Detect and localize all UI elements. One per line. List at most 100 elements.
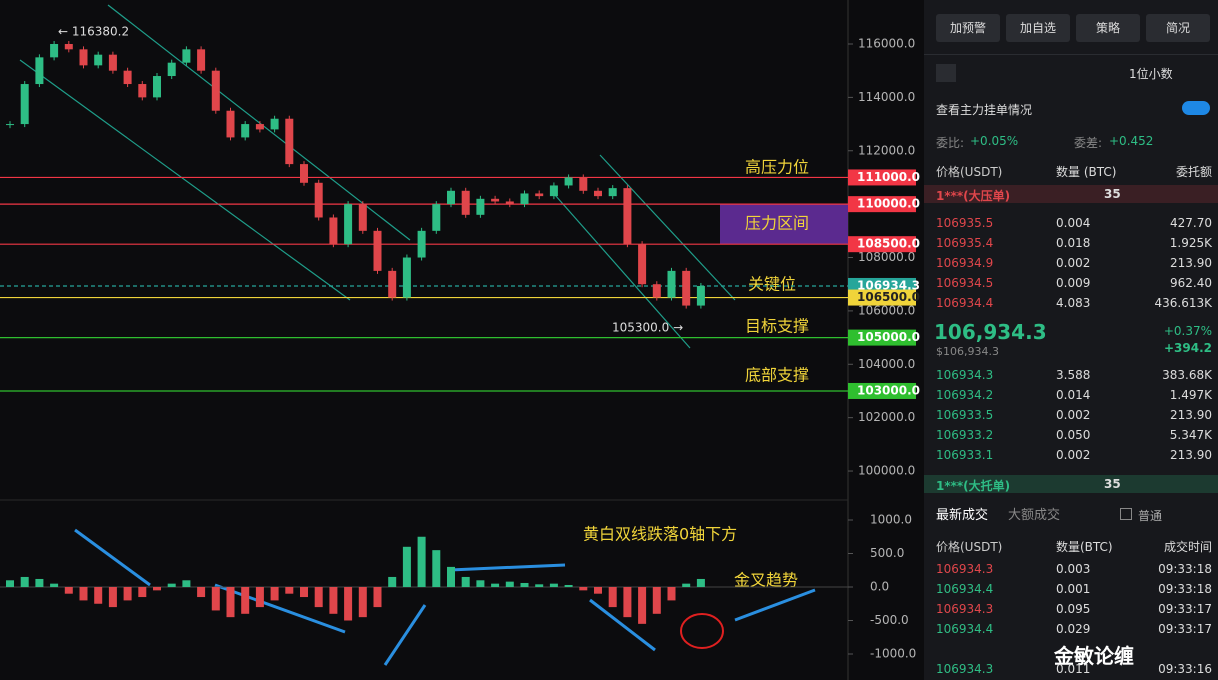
level-label: 111000.0 — [857, 170, 920, 184]
last-price: 106,934.3 — [934, 320, 1047, 344]
macd-bar — [6, 580, 14, 587]
macd-bar — [108, 587, 117, 608]
candle — [447, 190, 455, 205]
candle — [123, 70, 132, 85]
macd-bar — [491, 583, 500, 587]
trade-row: 0.095 — [1056, 602, 1091, 616]
candle — [182, 49, 191, 63]
candle — [6, 124, 14, 126]
toggle[interactable] — [1182, 101, 1210, 115]
macd-bar — [167, 583, 176, 587]
trade-row: 106934.4 — [936, 582, 994, 596]
decimals[interactable]: 1位小数 — [1129, 67, 1173, 81]
bid-row: 106934.3 — [936, 368, 994, 382]
candle — [388, 270, 397, 298]
annotation: 目标支撑 — [745, 317, 809, 336]
candle — [50, 44, 59, 58]
button[interactable]: 简况 — [1146, 14, 1210, 42]
book-header: 价格(USDT) — [936, 165, 1003, 179]
trade-row: 106934.4 — [936, 622, 994, 636]
level-label: 103000.0 — [857, 383, 920, 397]
macd-bar — [564, 584, 573, 587]
button[interactable]: 加预警 — [936, 14, 1000, 42]
macd-bar — [285, 587, 294, 594]
candle — [167, 62, 176, 77]
macd-bar — [623, 587, 632, 618]
macd-bar — [402, 546, 411, 587]
button[interactable]: 策略 — [1076, 14, 1140, 42]
macd-bar — [417, 536, 426, 587]
ratio-label: 委比: — [936, 136, 965, 150]
macd-bar — [182, 580, 191, 587]
macd-bar — [64, 587, 73, 594]
y-tick-label: 0.0 — [870, 580, 889, 594]
macd-bar — [197, 587, 206, 598]
candle — [314, 182, 323, 218]
macd-bar — [94, 587, 103, 604]
macd-bar — [79, 587, 88, 601]
annotation: 底部支撑 — [745, 366, 809, 385]
channels — [19, 4, 736, 349]
ask-row: 106934.4 — [936, 296, 994, 310]
candle — [226, 110, 235, 138]
y-tick-label: -500.0 — [870, 613, 909, 627]
big-bid-bar — [924, 475, 1218, 493]
ask-row: 0.002 — [1056, 256, 1091, 270]
candle — [623, 188, 632, 245]
y-tick-label: 1000.0 — [870, 513, 912, 527]
big-ask-qty: 35 — [1104, 187, 1121, 201]
bid-row: 106933.1 — [936, 448, 994, 462]
macd-bar — [682, 583, 691, 587]
ask-row: 106934.9 — [936, 256, 994, 270]
ask-row: 0.018 — [1056, 236, 1091, 250]
macd-bar — [549, 583, 558, 587]
change-pct: +0.37% — [1163, 324, 1212, 338]
candle — [211, 70, 220, 111]
bid-row: 213.90 — [1170, 408, 1212, 422]
trade-row: 106934.3 — [936, 602, 994, 616]
candle — [579, 177, 588, 191]
macd-bar — [696, 578, 705, 587]
candle — [608, 188, 617, 197]
tab[interactable]: 大额成交 — [1008, 508, 1061, 523]
macd-bar — [314, 587, 323, 608]
icon[interactable] — [936, 64, 956, 82]
bid-row: 106933.5 — [936, 408, 994, 422]
button[interactable]: 加自选 — [1006, 14, 1070, 42]
ask-row: 427.70 — [1170, 216, 1212, 230]
bid-row: 106934.2 — [936, 388, 994, 402]
level-label: 106934.3 — [857, 278, 920, 292]
candle — [153, 76, 161, 98]
ask-row: 106935.5 — [936, 216, 994, 230]
y-tick-label: 104000.0 — [858, 357, 915, 371]
bid-row: 213.90 — [1170, 448, 1212, 462]
candle — [696, 285, 705, 306]
macd-bar — [388, 576, 397, 587]
candle — [549, 185, 558, 197]
trade-row: 106934.3 — [936, 662, 994, 676]
macd-bar — [652, 587, 661, 614]
macd-bar — [20, 576, 29, 587]
divider — [924, 54, 1218, 55]
watermark: 金敏论缠 — [1054, 644, 1134, 668]
book-header: 委托额 — [1175, 165, 1212, 179]
bid-row: 5.347K — [1169, 428, 1212, 442]
tab[interactable]: 最新成交 — [936, 508, 989, 523]
bid-row: 1.497K — [1169, 388, 1212, 402]
main-orders[interactable]: 查看主力挂单情况 — [936, 103, 1033, 117]
checkbox[interactable] — [1120, 508, 1132, 520]
macd-bar — [461, 576, 470, 587]
y-tick-label: 114000.0 — [858, 90, 915, 104]
side-panel: 1位小数 查看主力挂单情况 委比: +0.05% 委差: +0.452 1***… — [924, 0, 1218, 680]
level-tag — [848, 382, 916, 399]
level-tag — [848, 329, 916, 346]
candle — [505, 201, 514, 205]
macd-bar — [226, 587, 235, 618]
big-ask: 1***(大压单) — [936, 189, 1011, 203]
annotation: 金叉趋势 — [734, 571, 798, 590]
high-label: ← 116380.2 — [58, 25, 129, 39]
bid-row: 3.588 — [1056, 368, 1091, 382]
diff: +0.452 — [1109, 134, 1154, 148]
level-tag — [848, 196, 916, 213]
